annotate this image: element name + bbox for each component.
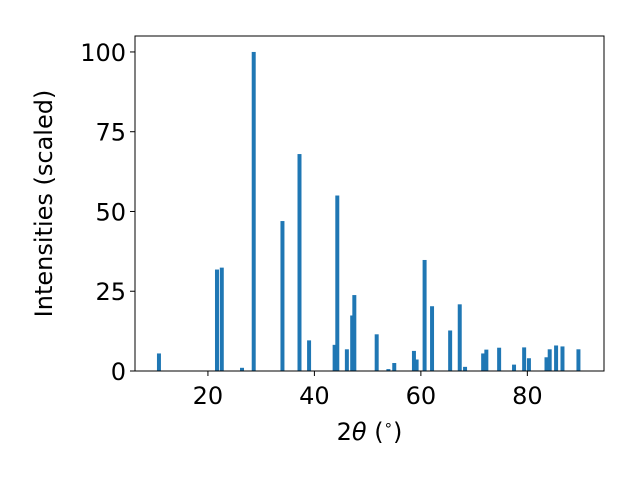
bar-24 (484, 349, 489, 371)
bar-17 (414, 359, 419, 371)
bar-19 (430, 306, 435, 371)
bar-26 (512, 364, 517, 371)
bar-10 (344, 349, 349, 371)
x-tick-label: 40 (299, 382, 330, 410)
bar-28 (526, 358, 531, 371)
bar-14 (386, 369, 391, 371)
y-tick-label: 25 (95, 278, 126, 306)
bar-31 (554, 345, 559, 371)
bar-3 (240, 367, 244, 371)
bar-5 (280, 221, 285, 371)
bar-25 (497, 347, 502, 371)
bar-1 (214, 269, 219, 371)
bar-0 (156, 353, 161, 371)
y-tick-label: 50 (95, 198, 126, 226)
y-axis-ticks: 0 25 50 75 100 (80, 39, 135, 386)
x-tick-label: 60 (406, 382, 437, 410)
x-axis-ticks: 20 40 60 80 (193, 371, 543, 410)
y-tick-label: 0 (111, 358, 126, 386)
bar-11 (350, 315, 355, 371)
bar-4 (251, 51, 256, 371)
bar-15 (392, 363, 397, 371)
bar-21 (457, 304, 462, 371)
x-tick-label: 20 (193, 382, 224, 410)
bar-13 (374, 334, 379, 371)
bar-23 (481, 353, 486, 371)
bar-22 (463, 366, 468, 371)
y-tick-label: 75 (95, 119, 126, 147)
bar-6 (297, 154, 302, 371)
bar-8 (332, 344, 337, 371)
bar-33 (576, 349, 581, 371)
y-tick-label: 100 (80, 39, 126, 67)
bar-16 (411, 350, 416, 371)
x-axis-label: 2θ (∘) (337, 416, 403, 446)
bar-29 (544, 357, 549, 371)
bar-32 (560, 346, 565, 371)
bar-20 (448, 330, 453, 371)
plot-frame (134, 35, 605, 372)
bar-27 (522, 347, 527, 371)
x-tick-label: 80 (512, 382, 543, 410)
bars-group (156, 51, 581, 371)
bar-18 (422, 259, 427, 371)
bar-2 (219, 267, 224, 371)
bar-9 (335, 195, 340, 371)
bar-30 (547, 349, 552, 371)
bar-12 (352, 295, 357, 371)
bar-7 (307, 340, 312, 371)
y-axis-label: Intensities (scaled) (30, 90, 58, 318)
